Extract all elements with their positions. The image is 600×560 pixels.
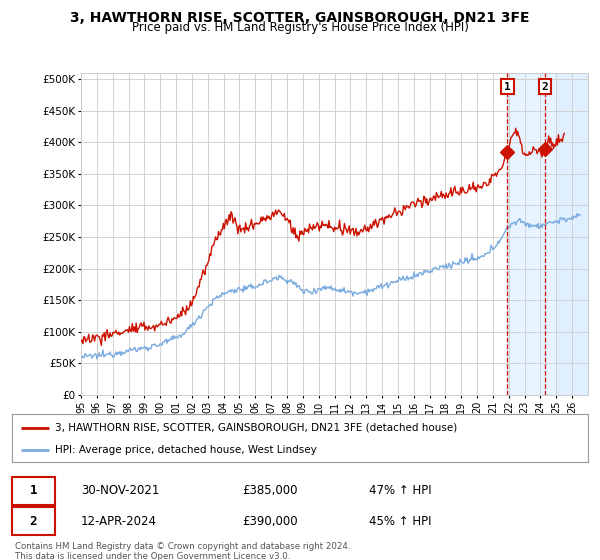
Text: 3, HAWTHORN RISE, SCOTTER, GAINSBOROUGH, DN21 3FE: 3, HAWTHORN RISE, SCOTTER, GAINSBOROUGH,…	[70, 11, 530, 25]
FancyBboxPatch shape	[12, 477, 55, 505]
Bar	[508, 73, 588, 395]
Text: 45% ↑ HPI: 45% ↑ HPI	[369, 515, 431, 528]
Text: 47% ↑ HPI: 47% ↑ HPI	[369, 484, 432, 497]
Text: 2: 2	[542, 82, 548, 92]
Text: HPI: Average price, detached house, West Lindsey: HPI: Average price, detached house, West…	[55, 445, 317, 455]
Bar	[556, 73, 588, 395]
Text: 12-APR-2024: 12-APR-2024	[81, 515, 157, 528]
Text: 1: 1	[29, 484, 37, 497]
Text: £390,000: £390,000	[242, 515, 298, 528]
Text: 3, HAWTHORN RISE, SCOTTER, GAINSBOROUGH, DN21 3FE (detached house): 3, HAWTHORN RISE, SCOTTER, GAINSBOROUGH,…	[55, 423, 457, 433]
FancyBboxPatch shape	[12, 507, 55, 535]
Text: 2: 2	[29, 515, 37, 528]
Text: 1: 1	[504, 82, 511, 92]
Text: £385,000: £385,000	[242, 484, 298, 497]
Text: Contains HM Land Registry data © Crown copyright and database right 2024.
This d: Contains HM Land Registry data © Crown c…	[15, 542, 350, 560]
Text: Price paid vs. HM Land Registry's House Price Index (HPI): Price paid vs. HM Land Registry's House …	[131, 21, 469, 34]
Text: 30-NOV-2021: 30-NOV-2021	[81, 484, 160, 497]
